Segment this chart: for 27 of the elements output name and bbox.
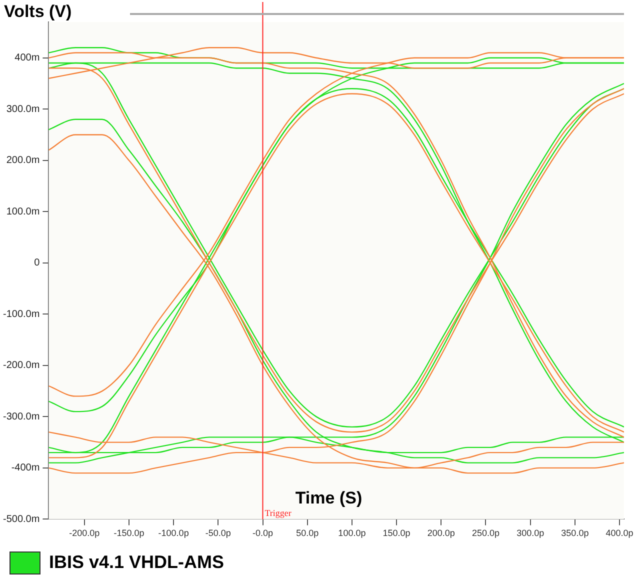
y-tick-label: 100.0m [6, 206, 40, 218]
y-tick-label: 200.0m [6, 155, 40, 166]
ref-line-label: Trigger [264, 508, 292, 518]
x-tick-label: 300.0p [516, 528, 544, 538]
x-tick-label: 350.0p [561, 528, 589, 538]
x-tick-label: 100.0p [338, 528, 366, 538]
y-tick-label: 0 [34, 258, 40, 269]
x-tick-label: 250.0p [472, 528, 500, 538]
x-tick-label: 50.0p [296, 528, 319, 538]
y-axis-title: Volts (V) [4, 2, 72, 22]
x-tick-label: -0.0p [252, 528, 274, 538]
x-tick-label: 150.0p [382, 528, 410, 538]
x-tick-label: 200.0p [427, 528, 455, 538]
x-axis-title: Time (S) [295, 488, 362, 508]
y-tick-label: -200.0m [2, 360, 40, 372]
y-tick-label: 300.0m [6, 104, 40, 115]
y-tick-label: -300.0m [2, 411, 40, 422]
legend-label: IBIS v4.1 VHDL-AMS [49, 552, 224, 572]
y-tick-label: 400m [14, 52, 40, 64]
y-tick-label: -400m [11, 462, 40, 474]
y-tick-label: -100.0m [2, 308, 40, 320]
x-tick-label: -50.0p [205, 528, 231, 538]
x-tick-label: -100.0p [158, 528, 189, 538]
y-tick-label: -500.0m [2, 514, 40, 525]
x-tick-label: -200.0p [69, 528, 100, 538]
x-tick-label: 400.0p [606, 528, 634, 538]
x-tick-label: -150.0p [114, 528, 144, 538]
